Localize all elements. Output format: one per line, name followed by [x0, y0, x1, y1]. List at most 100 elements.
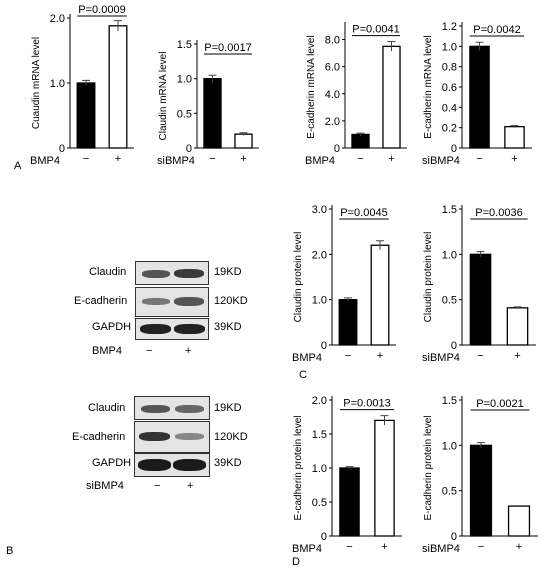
blot2-row-ecadherin-size: 120KD: [214, 431, 248, 443]
p-value-label: P=0.0017: [204, 42, 251, 54]
y-tick-label: 0: [59, 143, 65, 155]
y-axis-label: E-cadherin protein level: [423, 415, 434, 520]
panel-letter-c: C: [299, 369, 307, 381]
panel-letter-d: D: [292, 556, 300, 568]
y-tick-label: 1.0: [177, 74, 192, 86]
x-tick-label: +: [381, 541, 387, 553]
bar-chart-c1-claudin-protein-bmp4: Claudin protein level 0 1.0 2.0 3.0 − + P=0.004…: [293, 204, 396, 362]
blot2-claudin-strip: [134, 396, 210, 420]
y-tick-label: 1.0: [442, 249, 457, 261]
y-tick-label: 0.4: [442, 102, 457, 114]
y-axis-label: Claudin protein level: [293, 232, 304, 323]
blot1-claudin-strip: [135, 261, 209, 285]
y-tick-label: 0.8: [442, 62, 457, 74]
y-tick-label: 0: [321, 531, 327, 543]
bar-chart-c2-claudin-protein-sibmp4: Claudin protein level 0 0.5 1.0 1.5 − + P=0.003…: [423, 204, 536, 362]
blot2-minus-label: −: [154, 480, 161, 492]
bar: [203, 78, 222, 149]
y-tick-label: 1.0: [50, 78, 65, 90]
y-tick-label: 1.5: [177, 39, 192, 51]
p-value-label: P=0.0021: [476, 398, 523, 410]
blot1-row-ecadherin-label: E-cadherin: [74, 295, 128, 307]
y-tick-label: 0: [334, 143, 340, 155]
bar: [382, 45, 401, 149]
y-tick-label: 0: [186, 143, 192, 155]
y-axis-label: Cuaudin mRNA level: [31, 37, 42, 129]
blot2-row-ecadherin-label: E-cadherin: [72, 431, 126, 443]
y-tick-label: 2.0: [312, 395, 327, 407]
blot2-row-claudin-size: 19KD: [214, 402, 242, 414]
blot2-row-gapdh-size: 39KD: [214, 457, 242, 469]
y-tick-label: 0: [451, 531, 457, 543]
bar: [469, 253, 492, 346]
p-value-label: P=0.0041: [352, 24, 399, 36]
x-tick-label: −: [83, 153, 89, 165]
y-axis-label: Claudin protein level: [423, 232, 434, 323]
treatment-label: siBMP4: [422, 352, 460, 364]
bar-chart-a2-claudin-mrna-sibmp4: Claudin mRNA level 0 0.5 1.0 1.5 − + P=0.0017: [158, 39, 259, 165]
treatment-label: siBMP4: [157, 155, 195, 167]
x-tick-label: +: [514, 350, 520, 362]
x-tick-label: +: [115, 153, 121, 165]
treatment-label: BMP4: [292, 543, 322, 555]
y-axis-label: Claudin mRNA level: [158, 52, 169, 141]
x-tick-label: −: [357, 153, 363, 165]
y-tick-label: 1.0: [312, 295, 327, 307]
blot2-ecadherin-strip: [134, 421, 210, 453]
y-tick-label: 0.5: [442, 486, 457, 498]
bar: [339, 467, 360, 537]
bar-chart-a3-ecadherin-mrna-bmp4: E-cadherin mRNA level 0 2.0 4.0 6.0 8.0 − + P=0.…: [306, 22, 407, 165]
x-tick-label: −: [345, 350, 351, 362]
bar-chart-d1-ecadherin-protein-bmp4: E-cadherin protein level 0 0.5 1.0 1.5 2.0 − + P…: [293, 395, 402, 553]
blot2-treatment-label: siBMP4: [86, 480, 124, 492]
y-tick-label: 1.5: [442, 395, 457, 407]
y-tick-label: 0: [321, 340, 327, 352]
bar: [507, 505, 531, 537]
blot1-gapdh-strip: [135, 318, 209, 340]
treatment-label: siBMP4: [422, 543, 460, 555]
bar: [234, 133, 253, 149]
blot1-minus-label: −: [146, 345, 153, 357]
blot1-row-ecadherin-size: 120KD: [214, 295, 248, 307]
bar: [76, 82, 96, 149]
blot1-row-gapdh-size: 39KD: [214, 321, 242, 333]
treatment-label: siBMP4: [422, 155, 460, 167]
y-tick-label: 2.0: [50, 13, 65, 25]
blot2-row-gapdh-label: GAPDH: [92, 457, 132, 469]
p-value-label: P=0.0009: [78, 4, 125, 16]
y-tick-label: 0.5: [177, 108, 192, 120]
bar: [370, 244, 390, 346]
p-value-label: P=0.0045: [340, 207, 387, 219]
blot2-plus-label: +: [187, 480, 194, 492]
x-tick-label: +: [377, 350, 383, 362]
bar: [469, 45, 490, 149]
y-tick-label: 0.5: [312, 497, 327, 509]
treatment-label: BMP4: [305, 155, 335, 167]
blot2-gapdh-strip: [134, 453, 210, 477]
blot1-ecadherin-strip: [135, 287, 209, 317]
bar-chart-a4-ecadherin-mrna-sibmp4: E-cadherin mRNA level 0 0.2 0.4 0.6 0.8 1.0 1.2…: [423, 21, 532, 165]
bar: [506, 307, 529, 346]
y-axis-label: E-cadherin protein level: [293, 415, 304, 520]
y-tick-label: 3.0: [312, 204, 327, 216]
y-tick-label: 1.5: [442, 204, 457, 216]
y-tick-label: 0: [451, 143, 457, 155]
y-tick-label: 8.0: [325, 35, 340, 47]
panel-letter-a: A: [14, 160, 22, 172]
x-tick-label: +: [516, 541, 522, 553]
panel-letter-b: B: [6, 545, 14, 557]
treatment-label: BMP4: [30, 155, 60, 167]
blot1-row-gapdh-label: GAPDH: [92, 321, 132, 333]
blot2-row-claudin-label: Claudin: [88, 402, 126, 414]
p-value-label: P=0.0042: [473, 24, 520, 36]
bar: [338, 299, 358, 346]
y-tick-label: 1.0: [442, 440, 457, 452]
x-tick-label: −: [478, 541, 484, 553]
bar: [469, 444, 493, 537]
x-tick-label: +: [240, 153, 246, 165]
y-tick-label: 2.0: [325, 116, 340, 128]
y-tick-label: 0.2: [442, 123, 457, 135]
blot1-row-claudin-size: 19KD: [214, 266, 242, 278]
blot1-row-claudin-label: Claudin: [89, 266, 127, 278]
x-tick-label: −: [477, 350, 483, 362]
